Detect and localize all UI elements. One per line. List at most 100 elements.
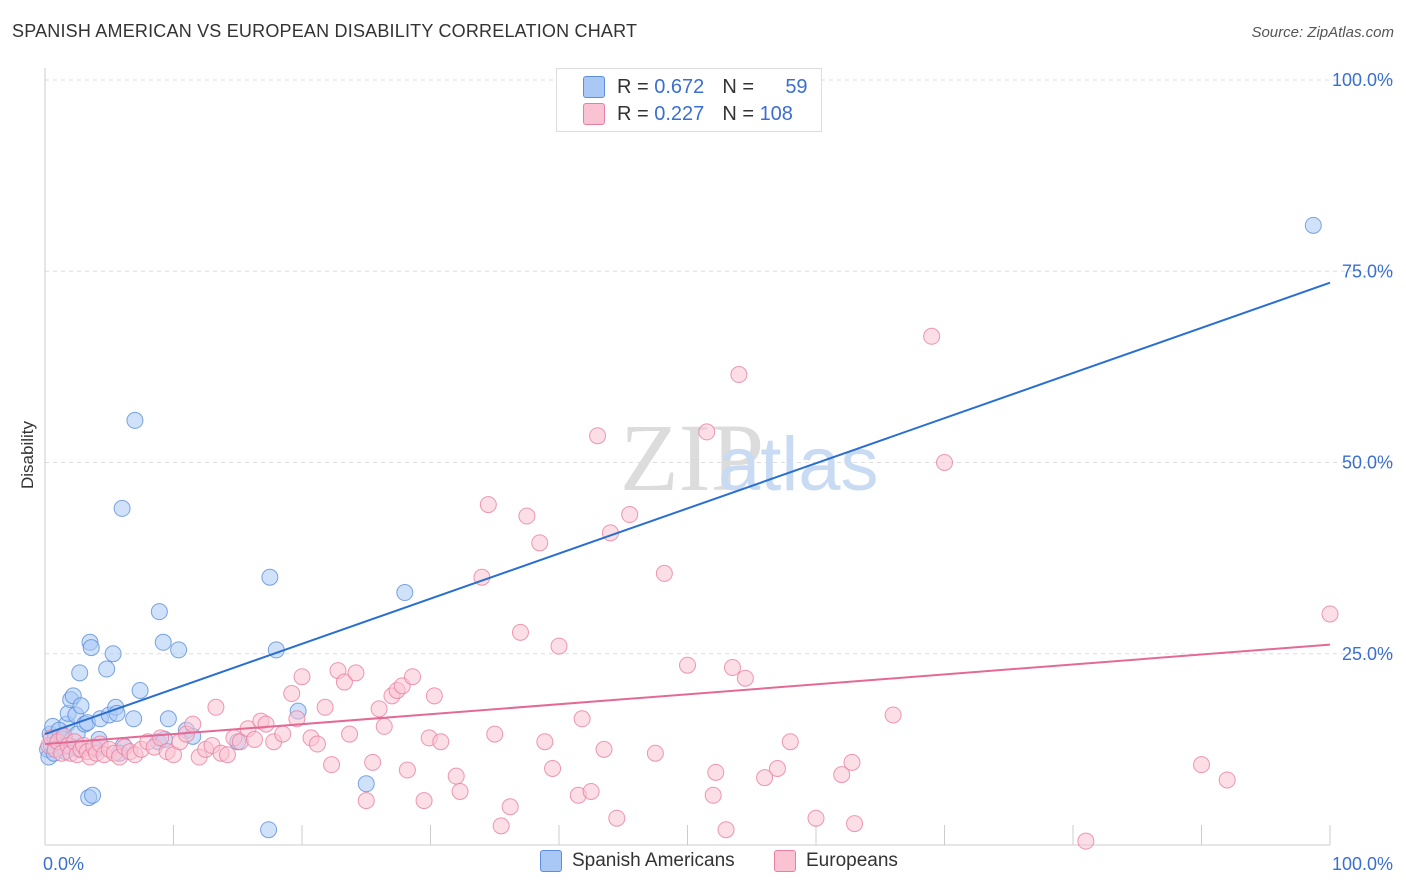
data-point — [357, 792, 375, 810]
data-point — [679, 656, 696, 674]
x-tick-label: 100.0% — [1332, 854, 1393, 874]
data-point — [884, 706, 902, 724]
data-point — [82, 639, 100, 657]
data-point — [308, 735, 326, 753]
data-point — [218, 746, 236, 764]
data-point — [283, 685, 301, 703]
data-point — [288, 710, 306, 728]
data-point — [274, 725, 292, 743]
data-point — [323, 756, 341, 774]
data-points — [39, 216, 1339, 850]
data-point — [370, 700, 388, 718]
y-axis-label: Disability — [18, 420, 37, 490]
data-point — [595, 740, 613, 758]
data-point — [531, 534, 549, 552]
legend-n-label: N = — [722, 102, 754, 125]
data-point — [316, 698, 334, 716]
data-point — [125, 710, 143, 728]
legend-swatch-europeans — [583, 103, 605, 125]
data-point — [936, 454, 953, 471]
data-point — [131, 681, 149, 699]
legend-r-label: R = — [617, 75, 649, 98]
data-point — [781, 733, 799, 751]
legend-row-europeans: R = 0.227 N = 108 — [583, 101, 793, 127]
data-point — [768, 760, 786, 777]
data-point — [425, 687, 443, 705]
legend-r-value: 0.227 — [654, 102, 705, 125]
legend-r-label: R = — [617, 102, 649, 125]
data-point — [398, 761, 416, 779]
data-point — [511, 623, 529, 641]
tick-labels: 25.0% 50.0% 75.0% 100.0% 0.0% 100.0% — [43, 70, 1393, 874]
data-point — [364, 753, 382, 771]
trend-lines — [44, 281, 1331, 746]
legend-swatch-spanish-americans — [583, 76, 605, 98]
data-point — [707, 763, 725, 781]
data-point — [84, 786, 102, 804]
data-point — [159, 710, 177, 728]
data-point — [347, 664, 365, 682]
legend-r-value: 0.672 — [654, 75, 705, 98]
data-point — [736, 669, 754, 687]
trend-line-europeans — [44, 643, 1331, 746]
data-point — [717, 821, 735, 839]
data-point — [698, 423, 716, 441]
data-point — [646, 744, 664, 762]
data-point — [257, 715, 275, 733]
data-point — [589, 427, 607, 445]
data-point — [544, 760, 562, 777]
legend-n-value: 59 — [785, 75, 808, 98]
legend-item-spanish-americans[interactable]: Spanish Americans — [540, 850, 735, 872]
data-point — [150, 603, 168, 621]
chart-title: SPANISH AMERICAN VS EUROPEAN DISABILITY … — [12, 21, 638, 41]
data-point — [72, 697, 90, 715]
y-tick-label: 75.0% — [1342, 261, 1393, 281]
y-tick-label: 25.0% — [1342, 644, 1393, 664]
data-point — [98, 660, 116, 678]
data-point — [518, 507, 536, 525]
data-point — [432, 733, 450, 751]
data-point — [1193, 756, 1210, 774]
grid-lines — [45, 79, 1394, 655]
legend-label-europeans: Europeans — [806, 850, 898, 871]
data-point — [113, 499, 131, 517]
data-point — [261, 568, 279, 586]
source-label: Source: ZipAtlas.com — [1251, 24, 1394, 41]
trend-line-spanish-americans — [44, 281, 1331, 736]
data-point — [730, 366, 748, 384]
data-point — [184, 715, 202, 733]
data-point — [451, 782, 469, 800]
data-point — [573, 710, 591, 728]
data-point — [1304, 216, 1322, 234]
data-point — [154, 633, 172, 651]
legend-swatch-spanish-americans — [540, 850, 562, 872]
legend-row-spanish-americans: R = 0.672 N = 59 — [583, 74, 808, 100]
legend-swatch-europeans — [774, 850, 796, 872]
data-point — [923, 327, 941, 345]
data-point — [807, 809, 825, 827]
data-point — [582, 782, 600, 800]
x-tick-label: 0.0% — [43, 854, 84, 874]
data-point — [621, 506, 639, 524]
data-point — [833, 766, 851, 784]
legend-item-europeans[interactable]: Europeans — [774, 850, 898, 872]
legend-n-label: N = — [722, 75, 754, 98]
data-point — [375, 717, 393, 735]
data-point — [723, 659, 741, 677]
data-point — [404, 668, 422, 686]
data-point — [479, 496, 497, 514]
y-tick-label: 50.0% — [1342, 453, 1393, 473]
data-point — [550, 637, 568, 655]
data-point — [357, 775, 375, 793]
data-point — [1321, 605, 1339, 623]
data-point — [843, 753, 861, 771]
legend-stats: R = 0.672 N = 59 R = 0.227 N = 108 — [556, 68, 822, 132]
data-point — [1218, 771, 1236, 789]
axes — [44, 68, 1331, 846]
data-point — [341, 725, 359, 743]
data-point — [293, 668, 311, 686]
y-tick-label: 100.0% — [1332, 70, 1393, 90]
data-point — [492, 817, 510, 835]
data-point — [207, 698, 225, 716]
